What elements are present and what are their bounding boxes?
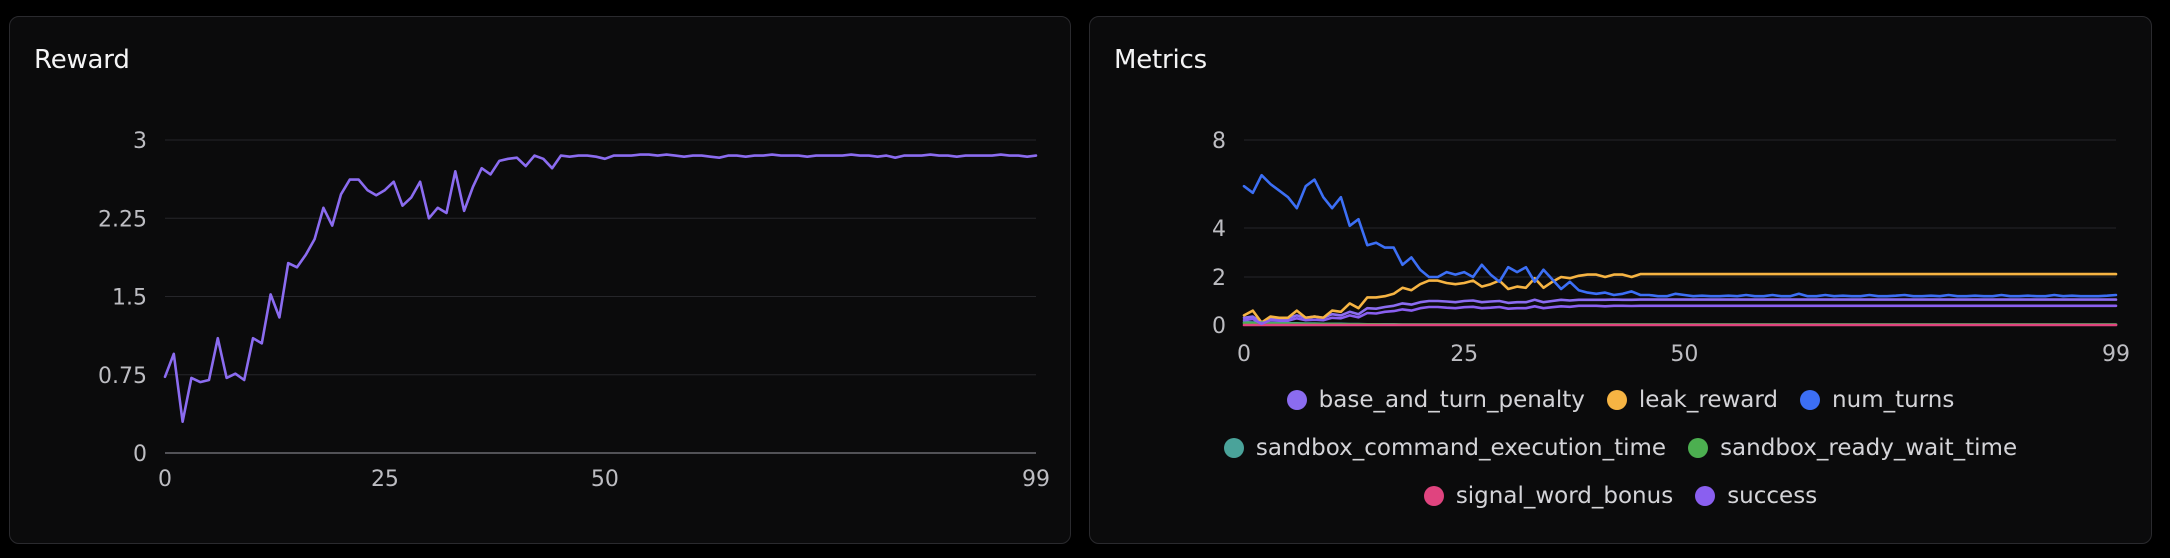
legend-row: sandbox_command_execution_time sandbox_r… [1090, 431, 2151, 465]
legend-row: base_and_turn_penalty leak_reward num_tu… [1090, 383, 2151, 417]
y-tick-label: 2 [1212, 266, 1226, 291]
legend-label: num_turns [1832, 387, 1955, 413]
legend-dot [1688, 438, 1709, 458]
series-line[interactable] [163, 153, 1038, 424]
legend-item-signal-word-bonus[interactable]: signal_word_bonus [1423, 483, 1674, 509]
series-line-base-and-turn-penalty[interactable] [1242, 298, 2118, 324]
reward-title: Reward [34, 45, 130, 75]
y-tick-label: 3 [133, 129, 147, 154]
legend-label: base_and_turn_penalty [1318, 387, 1585, 413]
x-tick-label: 0 [1237, 342, 1251, 367]
y-tick-label: 1.5 [112, 286, 147, 311]
legend-label: sandbox_ready_wait_time [1720, 435, 2018, 461]
legend-dot [1695, 486, 1716, 506]
legend-item-num-turns[interactable]: num_turns [1800, 387, 1954, 413]
legend-item-success[interactable]: success [1695, 483, 1817, 509]
y-tick-label: 2.25 [98, 207, 147, 232]
reward-chart: 0 0.75 1.5 2.25 3 0 25 50 99 [98, 129, 1050, 492]
x-tick-label: 99 [1022, 467, 1050, 492]
x-tick-label: 25 [371, 467, 399, 492]
legend-item-leak-reward[interactable]: leak_reward [1606, 387, 1779, 413]
y-tick-label: 8 [1212, 129, 1226, 154]
legend-item-sandbox-ready-wait-time[interactable]: sandbox_ready_wait_time [1688, 435, 2017, 461]
x-tick-label: 0 [158, 467, 172, 492]
x-tick-label: 25 [1450, 342, 1478, 367]
metrics-panel: Metrics 0 2 4 8 0 25 50 99 base_and_turn_penalt… [1089, 16, 2152, 544]
y-tick-label: 0 [1212, 314, 1226, 339]
reward-panel: Reward 0 0.75 1.5 2.25 3 0 25 50 99 [9, 16, 1071, 544]
legend-row: signal_word_bonus success [1090, 479, 2151, 513]
legend-label: leak_reward [1638, 387, 1779, 413]
series-line-success[interactable] [1242, 304, 2118, 326]
legend-dot [1286, 390, 1307, 410]
legend-dot [1223, 438, 1244, 458]
y-tick-label: 0.75 [98, 364, 147, 389]
legend-item-base-and-turn-penalty[interactable]: base_and_turn_penalty [1286, 387, 1585, 413]
x-tick-label: 99 [2102, 342, 2130, 367]
legend-dot [1423, 486, 1444, 506]
y-tick-label: 0 [133, 442, 147, 467]
series-line-num-turns[interactable] [1242, 173, 2118, 298]
legend-item-sandbox-command-execution-time[interactable]: sandbox_command_execution_time [1223, 435, 1667, 461]
legend-label: sandbox_command_execution_time [1255, 435, 1667, 461]
metrics-chart: 0 2 4 8 0 25 50 99 [1212, 129, 2130, 367]
x-tick-label: 50 [591, 467, 619, 492]
legend-label: signal_word_bonus [1455, 483, 1674, 509]
legend-label: success [1727, 483, 1818, 509]
metrics-legend: base_and_turn_penalty leak_reward num_tu… [1090, 383, 2151, 513]
series-line-leak-reward[interactable] [1242, 272, 2118, 324]
metrics-title: Metrics [1114, 45, 1207, 75]
x-tick-label: 50 [1670, 342, 1698, 367]
legend-dot [1606, 390, 1627, 410]
legend-dot [1800, 390, 1821, 410]
y-tick-label: 4 [1212, 217, 1226, 242]
